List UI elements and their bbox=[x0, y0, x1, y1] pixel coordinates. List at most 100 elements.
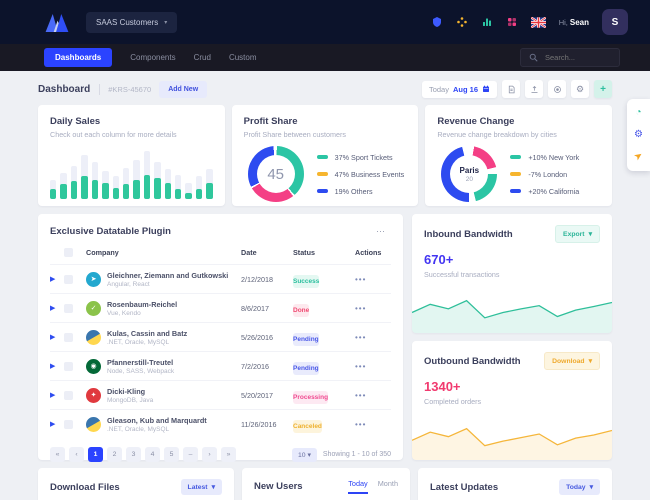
daily-sales-bar[interactable] bbox=[112, 145, 119, 199]
page-button-4[interactable]: 4 bbox=[145, 447, 160, 462]
add-new-button[interactable]: Add New bbox=[159, 80, 208, 98]
row-expand-arrow[interactable]: ▶ bbox=[50, 363, 56, 370]
select-all-checkbox[interactable] bbox=[64, 248, 73, 257]
row-actions-button[interactable]: ••• bbox=[355, 419, 367, 429]
daily-sales-bar[interactable] bbox=[185, 145, 192, 199]
page-actions: Today Aug 16 ⚙ + bbox=[421, 80, 612, 98]
row-expand-arrow[interactable]: ▶ bbox=[50, 392, 56, 399]
nav-tab-components[interactable]: Components bbox=[130, 53, 176, 62]
settings-gear-icon[interactable]: ⚙ bbox=[632, 128, 646, 142]
daily-sales-bar[interactable] bbox=[206, 145, 213, 199]
row-actions-button[interactable]: ••• bbox=[355, 274, 367, 284]
today-filter-button[interactable]: Today ▾ bbox=[559, 479, 600, 495]
user-name: Sean bbox=[569, 17, 589, 27]
page-button-1[interactable]: 1 bbox=[88, 447, 103, 462]
company-logo-icon: ➤ bbox=[86, 271, 101, 287]
gear-icon[interactable]: ⚙ bbox=[571, 80, 589, 98]
daily-sales-bar[interactable] bbox=[70, 145, 78, 199]
profit-share-title: Profit Share bbox=[243, 116, 298, 127]
table-row: ▶ Kulas, Cassin and Batz .NET, Oracle, MyS… bbox=[50, 322, 391, 351]
page-button-›[interactable]: › bbox=[202, 447, 217, 462]
avatar[interactable]: S bbox=[602, 9, 628, 35]
theme-customizer-icon[interactable]: ◔ bbox=[632, 106, 646, 120]
chevron-down-icon: ▾ bbox=[588, 358, 592, 365]
search-input[interactable] bbox=[543, 52, 611, 63]
row-actions-button[interactable]: ••• bbox=[355, 390, 367, 400]
share-plane-icon[interactable]: ➤ bbox=[629, 147, 648, 166]
shield-icon[interactable] bbox=[431, 16, 443, 28]
datatable-menu-button[interactable]: ⋯ bbox=[370, 225, 391, 238]
revenue-change-donut-chart[interactable]: Paris 20 bbox=[441, 146, 498, 202]
row-checkbox[interactable] bbox=[64, 274, 73, 284]
row-checkbox[interactable] bbox=[64, 361, 73, 371]
per-page-select[interactable]: 10 ▾ bbox=[292, 447, 317, 462]
page-button-‹[interactable]: ‹ bbox=[69, 447, 84, 462]
daily-sales-bar[interactable] bbox=[154, 145, 161, 199]
status-badge: Pending bbox=[293, 362, 319, 375]
daily-sales-bar[interactable] bbox=[91, 145, 99, 199]
uk-flag-icon[interactable] bbox=[530, 16, 546, 28]
bar-chart-icon[interactable] bbox=[481, 16, 493, 28]
table-row: ▶ ✦ Dicki-Kling MongoDB, Java 5/20/2017 Proce… bbox=[50, 380, 391, 409]
page-button-2[interactable]: 2 bbox=[107, 447, 122, 462]
daily-sales-bar[interactable] bbox=[195, 145, 203, 199]
outbound-caption: Completed orders bbox=[424, 397, 482, 406]
row-expand-arrow[interactable]: ▶ bbox=[50, 276, 56, 283]
daily-sales-bar[interactable] bbox=[164, 145, 172, 199]
latest-filter-button[interactable]: Latest ▾ bbox=[180, 479, 222, 495]
workspace-selector[interactable]: SAAS Customers ▾ bbox=[86, 11, 178, 33]
row-checkbox[interactable] bbox=[64, 332, 73, 342]
profit-share-donut-chart[interactable]: 45 bbox=[247, 146, 304, 202]
new-users-card: New Users Today Month bbox=[242, 468, 410, 500]
export-button[interactable]: Export ▾ bbox=[555, 225, 600, 243]
legend-item: 19% Others bbox=[316, 187, 405, 196]
daily-sales-bar[interactable] bbox=[122, 145, 130, 199]
new-users-tab-today[interactable]: Today bbox=[348, 479, 368, 494]
report-file-icon[interactable] bbox=[502, 80, 520, 98]
upload-icon[interactable] bbox=[525, 80, 543, 98]
row-actions-button[interactable]: ••• bbox=[355, 303, 367, 313]
row-actions-button[interactable]: ••• bbox=[355, 332, 367, 342]
target-icon[interactable] bbox=[548, 80, 566, 98]
row-expand-arrow[interactable]: ▶ bbox=[50, 305, 56, 312]
add-file-button[interactable]: + bbox=[594, 80, 612, 98]
row-actions-button[interactable]: ••• bbox=[355, 361, 367, 371]
page-button-3[interactable]: 3 bbox=[126, 447, 141, 462]
breadcrumb: Dashboard #KRS-45670 Add New Today Aug 16 bbox=[38, 80, 612, 98]
date-picker[interactable]: Today Aug 16 bbox=[421, 80, 497, 98]
grid-icon[interactable] bbox=[506, 16, 518, 28]
daily-sales-bar-chart[interactable] bbox=[50, 145, 213, 199]
daily-sales-bar[interactable] bbox=[60, 145, 67, 199]
new-users-tab-month[interactable]: Month bbox=[377, 479, 398, 488]
daily-sales-bar[interactable] bbox=[175, 145, 182, 199]
chevron-down-icon: ▾ bbox=[589, 484, 593, 491]
daily-sales-bar[interactable] bbox=[50, 145, 57, 199]
company-logo-icon: ✓ bbox=[86, 300, 101, 316]
daily-sales-bar[interactable] bbox=[102, 145, 109, 199]
row-checkbox[interactable] bbox=[64, 419, 73, 429]
app-logo-icon[interactable] bbox=[44, 13, 70, 32]
content-area: Dashboard #KRS-45670 Add New Today Aug 16 bbox=[0, 80, 650, 500]
table-row: ▶ Gleason, Kub and Marquardt .NET, Oracle,… bbox=[50, 409, 391, 438]
nav-tab-crud[interactable]: Crud bbox=[193, 53, 211, 62]
download-button[interactable]: Download ▾ bbox=[544, 352, 600, 370]
page-button-»[interactable]: » bbox=[221, 447, 236, 462]
page-button-5[interactable]: 5 bbox=[164, 447, 179, 462]
row-expand-arrow[interactable]: ▶ bbox=[50, 421, 56, 428]
daily-sales-bar[interactable] bbox=[81, 145, 88, 199]
apps-dots-icon[interactable] bbox=[456, 16, 468, 28]
nav-tab-dashboards[interactable]: Dashboards bbox=[44, 48, 113, 67]
profit-share-card: Profit Share Profit Share between custom… bbox=[231, 105, 419, 206]
inbound-area-chart[interactable] bbox=[412, 283, 612, 333]
company-name: Rosenbaum-Reichel bbox=[107, 299, 178, 309]
download-files-title: Download Files bbox=[50, 481, 120, 493]
page-button-«[interactable]: « bbox=[50, 447, 65, 462]
outbound-area-chart[interactable] bbox=[412, 410, 612, 460]
row-checkbox[interactable] bbox=[64, 303, 73, 313]
nav-tab-custom[interactable]: Custom bbox=[228, 53, 257, 62]
row-checkbox[interactable] bbox=[64, 390, 73, 400]
daily-sales-bar[interactable] bbox=[143, 145, 151, 199]
page-button-–[interactable]: – bbox=[183, 447, 198, 462]
daily-sales-bar[interactable] bbox=[133, 145, 140, 199]
row-expand-arrow[interactable]: ▶ bbox=[50, 334, 56, 341]
